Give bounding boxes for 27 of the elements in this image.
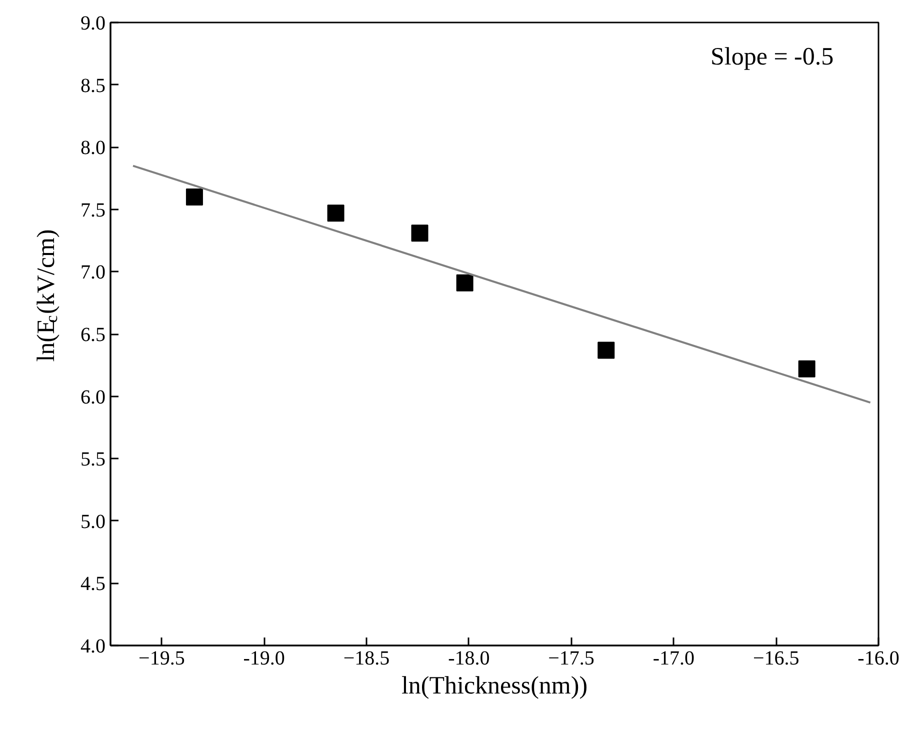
point xyxy=(798,360,816,378)
point xyxy=(327,204,344,222)
y-tick-label: 9.0 xyxy=(80,12,106,34)
x-tick-label: -16.0 xyxy=(858,648,900,670)
y-tick-label: 5.5 xyxy=(80,448,106,471)
point xyxy=(186,188,203,206)
y-tick-label: 4.5 xyxy=(80,573,106,596)
point xyxy=(411,224,428,242)
y-tick-label: 8.5 xyxy=(80,74,106,97)
x-axis-title: ln(Thickness(nm)) xyxy=(401,672,588,700)
x-tick-label: -19.0 xyxy=(243,648,285,670)
y-tick-label: 7.5 xyxy=(80,199,106,222)
x-tick-label: -17.0 xyxy=(652,648,695,670)
y-tick-label: 8.0 xyxy=(80,137,106,160)
y-tick-label: 6.0 xyxy=(80,386,106,408)
x-tick-label: −19.5 xyxy=(138,648,185,670)
y-tick-label: 6.5 xyxy=(80,324,106,346)
point xyxy=(598,342,615,359)
point xyxy=(456,274,474,292)
y-tick-label: 5.0 xyxy=(80,510,106,533)
annotation: Slope = -0.5 xyxy=(710,44,834,70)
x-tick-label: −17.5 xyxy=(548,648,594,670)
y-tick-label: 4.0 xyxy=(80,636,106,658)
x-tick-label: −16.5 xyxy=(752,648,800,670)
y-tick-label: 7.0 xyxy=(80,262,106,284)
x-tick-label: −18.5 xyxy=(343,648,390,670)
x-tick-label: -18.0 xyxy=(448,648,490,670)
